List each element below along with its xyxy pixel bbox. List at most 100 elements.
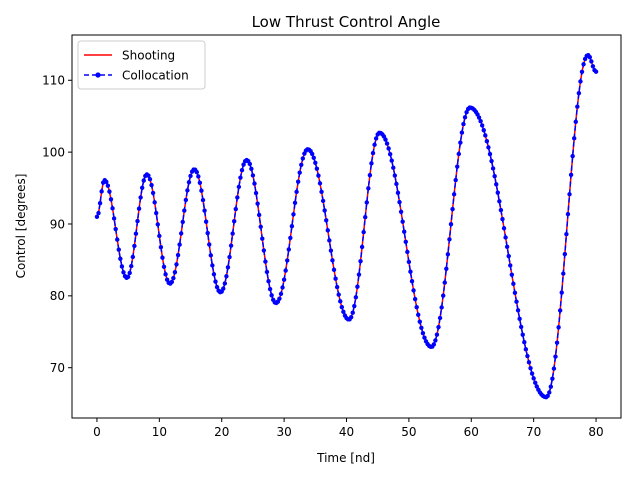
collocation-point <box>230 231 235 236</box>
collocation-point <box>568 172 574 178</box>
collocation-point <box>565 211 571 217</box>
collocation-point <box>593 69 599 74</box>
collocation-point <box>352 303 357 309</box>
collocation-point <box>459 130 465 135</box>
collocation-point <box>320 198 326 204</box>
x-tick-label: 80 <box>588 425 603 439</box>
collocation-point <box>172 269 178 275</box>
collocation-point <box>353 295 359 300</box>
collocation-point <box>523 347 529 352</box>
collocation-point <box>358 259 363 264</box>
collocation-point <box>462 115 468 120</box>
collocation-point <box>402 229 407 234</box>
collocation-point <box>548 384 554 389</box>
collocation-point <box>461 121 466 127</box>
collocation-point <box>456 151 461 157</box>
collocation-point <box>249 166 254 172</box>
collocation-point <box>289 223 295 229</box>
series-collocation-markers <box>94 52 599 400</box>
collocation-point <box>291 212 296 217</box>
collocation-point <box>501 226 507 231</box>
collocation-point <box>186 180 192 185</box>
legend-collocation-marker <box>95 72 101 78</box>
collocation-point <box>256 212 262 218</box>
y-tick-label: 100 <box>42 145 65 159</box>
collocation-point <box>327 238 332 243</box>
y-axis-label: Control [degrees] <box>14 174 28 279</box>
collocation-point <box>478 119 483 124</box>
collocation-point <box>531 376 536 381</box>
collocation-point <box>366 186 371 191</box>
collocation-point <box>341 309 346 315</box>
x-axis-label: Time [nd] <box>316 451 375 465</box>
collocation-point <box>406 259 412 265</box>
collocation-point <box>370 150 376 156</box>
collocation-point <box>180 219 185 225</box>
collocation-point <box>96 210 101 216</box>
collocation-point <box>486 145 491 150</box>
plot-area <box>94 52 599 400</box>
collocation-point <box>132 243 137 249</box>
collocation-point <box>511 281 516 287</box>
collocation-point <box>416 312 421 317</box>
collocation-point <box>550 376 555 381</box>
collocation-point <box>175 252 181 258</box>
collocation-point <box>194 169 199 175</box>
collocation-point <box>281 277 287 282</box>
collocation-point <box>255 201 260 206</box>
collocation-point <box>557 308 563 313</box>
collocation-point <box>518 324 524 330</box>
collocation-point <box>408 269 413 274</box>
collocation-point <box>338 299 343 304</box>
collocation-point <box>398 209 404 214</box>
collocation-point <box>587 55 593 60</box>
collocation-point <box>188 173 193 179</box>
y-tick-label: 110 <box>42 74 65 88</box>
collocation-point <box>233 206 238 212</box>
collocation-point <box>141 178 146 183</box>
collocation-point <box>225 265 231 270</box>
collocation-point <box>492 174 497 179</box>
collocation-point <box>517 316 522 321</box>
collocation-point <box>476 115 482 120</box>
collocation-point <box>154 210 159 216</box>
collocation-point <box>110 206 115 211</box>
collocation-point <box>169 279 175 285</box>
collocation-point <box>433 338 438 343</box>
collocation-point <box>494 182 499 187</box>
collocation-point <box>238 175 243 180</box>
collocation-point <box>280 285 285 290</box>
collocation-point <box>509 272 515 277</box>
collocation-point <box>292 200 298 206</box>
collocation-point <box>525 353 530 359</box>
collocation-point <box>197 180 203 185</box>
collocation-point <box>339 304 345 310</box>
collocation-point <box>589 59 594 64</box>
collocation-point <box>503 235 508 240</box>
collocation-point <box>285 258 290 263</box>
collocation-point <box>111 216 117 221</box>
collocation-point <box>286 247 291 252</box>
collocation-point <box>136 206 142 211</box>
collocation-point <box>439 305 444 310</box>
collocation-point <box>314 166 320 171</box>
collocation-point <box>147 177 153 182</box>
collocation-point <box>152 200 157 205</box>
collocation-point <box>441 293 446 298</box>
collocation-point <box>414 305 419 310</box>
collocation-point <box>369 161 374 166</box>
collocation-point <box>484 138 490 144</box>
collocation-point <box>554 340 560 345</box>
collocation-point <box>451 192 457 197</box>
collocation-point <box>264 269 270 275</box>
collocation-point <box>514 299 519 304</box>
collocation-point <box>118 256 123 261</box>
collocation-point <box>481 128 486 133</box>
collocation-point <box>331 267 337 272</box>
collocation-point <box>208 253 214 258</box>
collocation-point <box>409 279 415 284</box>
collocation-point <box>383 137 388 142</box>
collocation-point <box>547 390 552 395</box>
collocation-point <box>247 161 252 167</box>
collocation-point <box>490 166 496 171</box>
